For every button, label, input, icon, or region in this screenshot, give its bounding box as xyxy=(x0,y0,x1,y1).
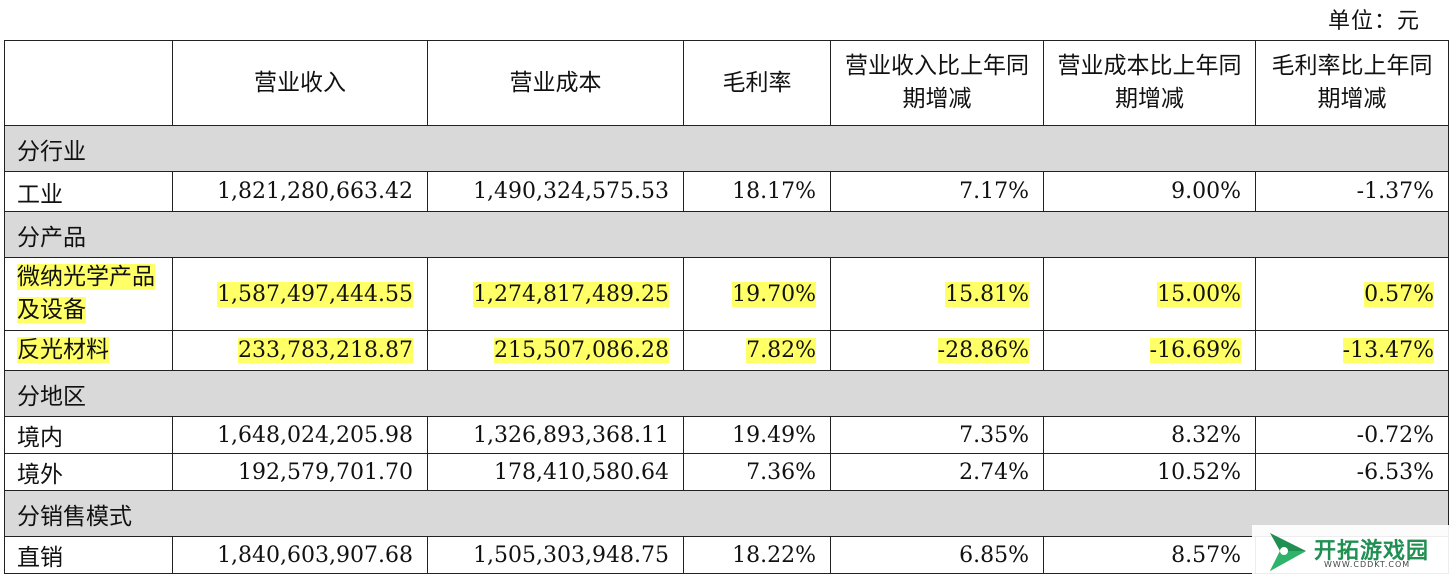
cost-change-cell: -16.69% xyxy=(1043,330,1256,371)
header-cost: 营业成本 xyxy=(427,40,684,126)
margin-change-value: 0.57% xyxy=(1364,281,1434,307)
revenue-change-value: 15.81% xyxy=(945,281,1029,307)
revenue-change-cell: 6.85% xyxy=(830,536,1044,574)
section-row: 分地区 xyxy=(4,370,1449,417)
cost-cell: 1,505,303,948.75 xyxy=(427,536,684,574)
compass-arrow-icon xyxy=(1270,533,1306,571)
table-row: 境内 1,648,024,205.98 1,326,893,368.11 19.… xyxy=(4,416,1449,454)
table-row: 境外 192,579,701.70 178,410,580.64 7.36% 2… xyxy=(4,453,1449,491)
header-row: 营业收入 营业成本 毛利率 营业收入比上年同期增减 营业成本比上年同期增减 毛利… xyxy=(4,40,1449,126)
watermark-logo: 开拓游戏园 WWW.CDDKT.COM xyxy=(1252,525,1452,578)
table-row: 工业 1,821,280,663.42 1,490,324,575.53 18.… xyxy=(4,171,1449,212)
margin-change-cell: 0.57% xyxy=(1255,257,1449,331)
revenue-change-cell: -28.86% xyxy=(830,330,1044,371)
margin-value: 7.82% xyxy=(746,338,816,363)
cost-change-value: -16.69% xyxy=(1149,338,1241,363)
table-row: 直销 1,840,603,907.68 1,505,303,948.75 18.… xyxy=(4,536,1449,574)
watermark-name: 开拓游戏园 xyxy=(1314,539,1430,564)
section-industry: 分行业 xyxy=(4,125,1449,172)
cost-change-cell: 15.00% xyxy=(1043,257,1256,331)
cost-change-cell: 8.57% xyxy=(1043,536,1256,574)
cost-value: 1,274,817,489.25 xyxy=(473,281,669,307)
section-row: 分销售模式 xyxy=(4,490,1449,537)
cost-change-cell: 9.00% xyxy=(1043,171,1256,212)
row-label-text: 反光材料 xyxy=(17,337,109,363)
row-label: 工业 xyxy=(4,171,173,212)
row-label: 境外 xyxy=(4,453,173,491)
section-region: 分地区 xyxy=(4,370,1449,417)
margin-cell: 7.82% xyxy=(683,330,831,371)
row-label: 直销 xyxy=(4,536,173,574)
margin-change-value: -13.47% xyxy=(1342,338,1434,363)
section-product: 分产品 xyxy=(4,211,1449,258)
cost-change-cell: 8.32% xyxy=(1043,416,1256,454)
row-label-text: 微纳光学产品及设备 xyxy=(17,264,155,323)
table-row: 微纳光学产品及设备 1,587,497,444.55 1,274,817,489… xyxy=(4,257,1449,331)
margin-change-cell: -0.72% xyxy=(1255,416,1449,454)
row-label: 反光材料 xyxy=(4,330,173,371)
header-margin-change: 毛利率比上年同期增减 xyxy=(1255,40,1449,126)
header-revenue: 营业收入 xyxy=(172,40,428,126)
cost-cell: 1,274,817,489.25 xyxy=(427,257,684,331)
revenue-change-cell: 7.35% xyxy=(830,416,1044,454)
cost-cell: 215,507,086.28 xyxy=(427,330,684,371)
table-row: 反光材料 233,783,218.87 215,507,086.28 7.82%… xyxy=(4,330,1449,371)
cost-value: 215,507,086.28 xyxy=(494,338,669,363)
revenue-cell: 233,783,218.87 xyxy=(172,330,428,371)
cost-cell: 178,410,580.64 xyxy=(427,453,684,491)
margin-cell: 19.70% xyxy=(683,257,831,331)
margin-cell: 19.49% xyxy=(683,416,831,454)
revenue-change-cell: 7.17% xyxy=(830,171,1044,212)
unit-label: 单位：元 xyxy=(1327,9,1420,34)
row-label: 境内 xyxy=(4,416,173,454)
section-row: 分产品 xyxy=(4,211,1449,258)
header-margin: 毛利率 xyxy=(683,40,831,126)
revenue-cell: 1,587,497,444.55 xyxy=(172,257,428,331)
revenue-change-cell: 2.74% xyxy=(830,453,1044,491)
revenue-value: 233,783,218.87 xyxy=(238,338,413,363)
revenue-change-value: -28.86% xyxy=(937,338,1029,363)
header-blank xyxy=(4,40,173,126)
margin-cell: 18.22% xyxy=(683,536,831,574)
section-row: 分行业 xyxy=(4,125,1449,172)
financial-table: 营业收入 营业成本 毛利率 营业收入比上年同期增减 营业成本比上年同期增减 毛利… xyxy=(4,40,1449,574)
revenue-cell: 1,821,280,663.42 xyxy=(172,171,428,212)
watermark-url: WWW.CDDKT.COM xyxy=(1324,560,1411,569)
section-sales-mode: 分销售模式 xyxy=(4,490,1449,537)
revenue-change-cell: 15.81% xyxy=(830,257,1044,331)
revenue-cell: 1,840,603,907.68 xyxy=(172,536,428,574)
margin-value: 19.70% xyxy=(732,281,816,307)
margin-cell: 7.36% xyxy=(683,453,831,491)
cost-cell: 1,490,324,575.53 xyxy=(427,171,684,212)
cost-cell: 1,326,893,368.11 xyxy=(427,416,684,454)
cost-change-value: 15.00% xyxy=(1157,281,1241,307)
cost-change-cell: 10.52% xyxy=(1043,453,1256,491)
row-label: 微纳光学产品及设备 xyxy=(4,257,173,331)
revenue-cell: 192,579,701.70 xyxy=(172,453,428,491)
margin-change-cell: -1.37% xyxy=(1255,171,1449,212)
margin-change-cell: -6.53% xyxy=(1255,453,1449,491)
revenue-cell: 1,648,024,205.98 xyxy=(172,416,428,454)
header-cost-change: 营业成本比上年同期增减 xyxy=(1043,40,1256,126)
margin-change-cell: -13.47% xyxy=(1255,330,1449,371)
margin-cell: 18.17% xyxy=(683,171,831,212)
header-revenue-change: 营业收入比上年同期增减 xyxy=(830,40,1044,126)
revenue-value: 1,587,497,444.55 xyxy=(217,281,413,307)
